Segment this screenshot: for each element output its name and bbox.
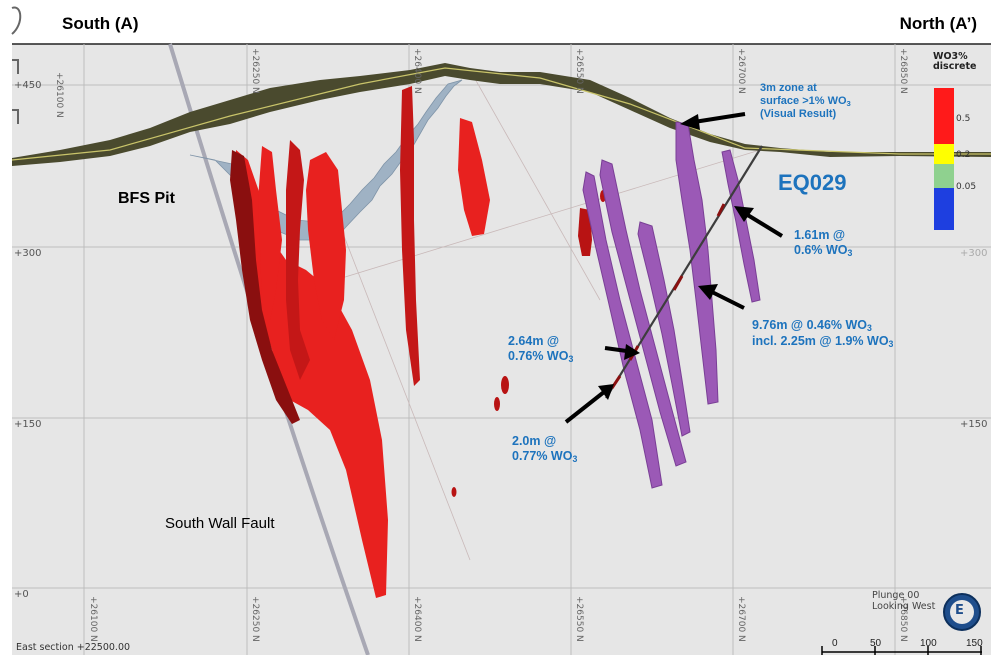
northing-label-top: +26400 N [412, 48, 422, 94]
elevation-label: +150 [14, 419, 42, 430]
intercept-161-line-2: 0.6% WO3 [794, 243, 852, 259]
wo-subscript: 3 [888, 339, 894, 349]
intercept-161-callout: 1.61m @ 0.6% WO3 [794, 228, 852, 259]
north-header: North (A’) [899, 14, 977, 33]
red-body-2 [286, 140, 310, 380]
scale-label: 0 [832, 638, 838, 649]
purple-zones [582, 121, 761, 489]
surface-zone-line-1: 3m zone at [760, 82, 817, 94]
red-body-4 [306, 152, 346, 340]
terrain-highlight [11, 67, 991, 161]
wo-subscript: 3 [568, 354, 574, 364]
scale-label: 50 [870, 638, 882, 649]
legend-title-line-2: discrete [933, 61, 977, 72]
legend-swatch [934, 188, 954, 230]
intercept-976-line-2: incl. 2.25m @ 1.9% WO3 [752, 334, 893, 350]
bfs-pit-label: BFS Pit [118, 190, 175, 207]
northing-label-bottom: +26550 N [574, 596, 584, 642]
legend-swatch [934, 164, 954, 188]
elevation-label: +450 [14, 80, 42, 91]
legend-title: WO3% discrete [933, 52, 991, 72]
scale-bar [821, 646, 982, 655]
red-body-5 [400, 86, 420, 386]
northing-label-top: +26250 N [250, 48, 260, 94]
legend-value: 0.5 [956, 114, 971, 124]
northing-label-top: +26850 N [898, 48, 908, 94]
intercept-264-callout: 2.64m @ 0.76% WO3 [508, 334, 573, 365]
purple-zone-2 [599, 159, 687, 467]
intercept-976-line-1: 9.76m @ 0.46% WO3 [752, 318, 893, 334]
surface-zone-text: surface >1% WO [760, 95, 847, 107]
view-info: Plunge 00 Looking West [872, 590, 935, 612]
south-header: South (A) [62, 14, 139, 33]
intercept-976-callout: 9.76m @ 0.46% WO3 incl. 2.25m @ 1.9% WO3 [752, 318, 893, 350]
purple-zone-5 [721, 149, 761, 303]
purple-zone-4 [675, 121, 719, 405]
legend-title-line-1: WO3% [933, 51, 968, 62]
compass-letter: E [955, 603, 964, 618]
intercept-20-callout: 2.0m @ 0.77% WO3 [512, 434, 577, 465]
elevation-label-right: +300 [960, 248, 988, 259]
hole-id-label: EQ029 [778, 170, 847, 195]
intercept-161-grade: 0.6% WO [794, 243, 848, 257]
red-body-6 [458, 118, 490, 236]
elevation-label: +0 [14, 589, 29, 600]
legend-value: 0.05 [956, 182, 977, 192]
red-pod-3 [494, 397, 500, 411]
surface-zone-line-3: (Visual Result) [760, 108, 837, 120]
surface-zone-line-2: surface >1% WO3 [760, 95, 851, 108]
scale-label: 150 [966, 638, 983, 649]
wo-subscript: 3 [846, 99, 851, 108]
intercept-264-line-1: 2.64m @ [508, 334, 560, 348]
purple-zone-3 [637, 221, 691, 437]
elevation-label: +300 [14, 248, 42, 259]
legend-colorbar [934, 88, 954, 230]
terrain-surface [12, 63, 991, 166]
intercept-20-grade: 0.77% WO [512, 449, 573, 463]
south-wall-fault-label: South Wall Fault [165, 515, 275, 532]
intercept-161-line-1: 1.61m @ [794, 228, 846, 242]
northing-label-top: +26100 N [54, 72, 64, 118]
legend-swatch [934, 144, 954, 164]
edge-glyph-fragment [11, 6, 22, 124]
red-body-3 [258, 146, 282, 320]
intercept-976-incl: incl. 2.25m @ 1.9% WO [752, 334, 889, 348]
compass-inner [950, 600, 974, 624]
legend-value: 0.2 [956, 150, 971, 160]
purple-zone-1 [582, 171, 663, 489]
intercept-264-line-2: 0.76% WO3 [508, 349, 573, 365]
northing-label-bottom: +26250 N [250, 596, 260, 642]
wo-subscript: 3 [572, 454, 578, 464]
intercept-264-grade: 0.76% WO [508, 349, 569, 363]
intercept-976-grade: 9.76m @ 0.46% WO [752, 318, 868, 332]
callout-arrowheads [598, 114, 754, 400]
intercept-20-line-1: 2.0m @ [512, 434, 557, 448]
wo-subscript: 3 [847, 248, 853, 258]
elevation-gridlines [12, 84, 991, 589]
red-body-dark [230, 150, 300, 424]
plunge-text: Plunge 00 [872, 590, 920, 601]
scale-label: 100 [920, 638, 937, 649]
legend-swatch [934, 88, 954, 144]
red-pod-5 [451, 487, 457, 497]
intercept-20-line-2: 0.77% WO3 [512, 449, 577, 465]
northing-label-bottom: +26100 N [88, 596, 98, 642]
section-label: East section +22500.00 [16, 642, 131, 653]
red-pod-2 [501, 376, 509, 394]
northing-label-bottom: +26700 N [736, 596, 746, 642]
wo-subscript: 3 [867, 323, 872, 333]
looking-text: Looking West [872, 601, 936, 612]
elevation-label-right: +150 [960, 419, 988, 430]
northing-label-bottom: +26400 N [412, 596, 422, 642]
northing-label-top: +26550 N [574, 48, 584, 94]
model-background [12, 44, 991, 655]
red-pod-1 [578, 208, 592, 256]
northing-label-top: +26700 N [736, 48, 746, 94]
surface-zone-callout: 3m zone at surface >1% WO3 (Visual Resul… [760, 82, 851, 121]
mineral-bodies-red [230, 86, 606, 598]
